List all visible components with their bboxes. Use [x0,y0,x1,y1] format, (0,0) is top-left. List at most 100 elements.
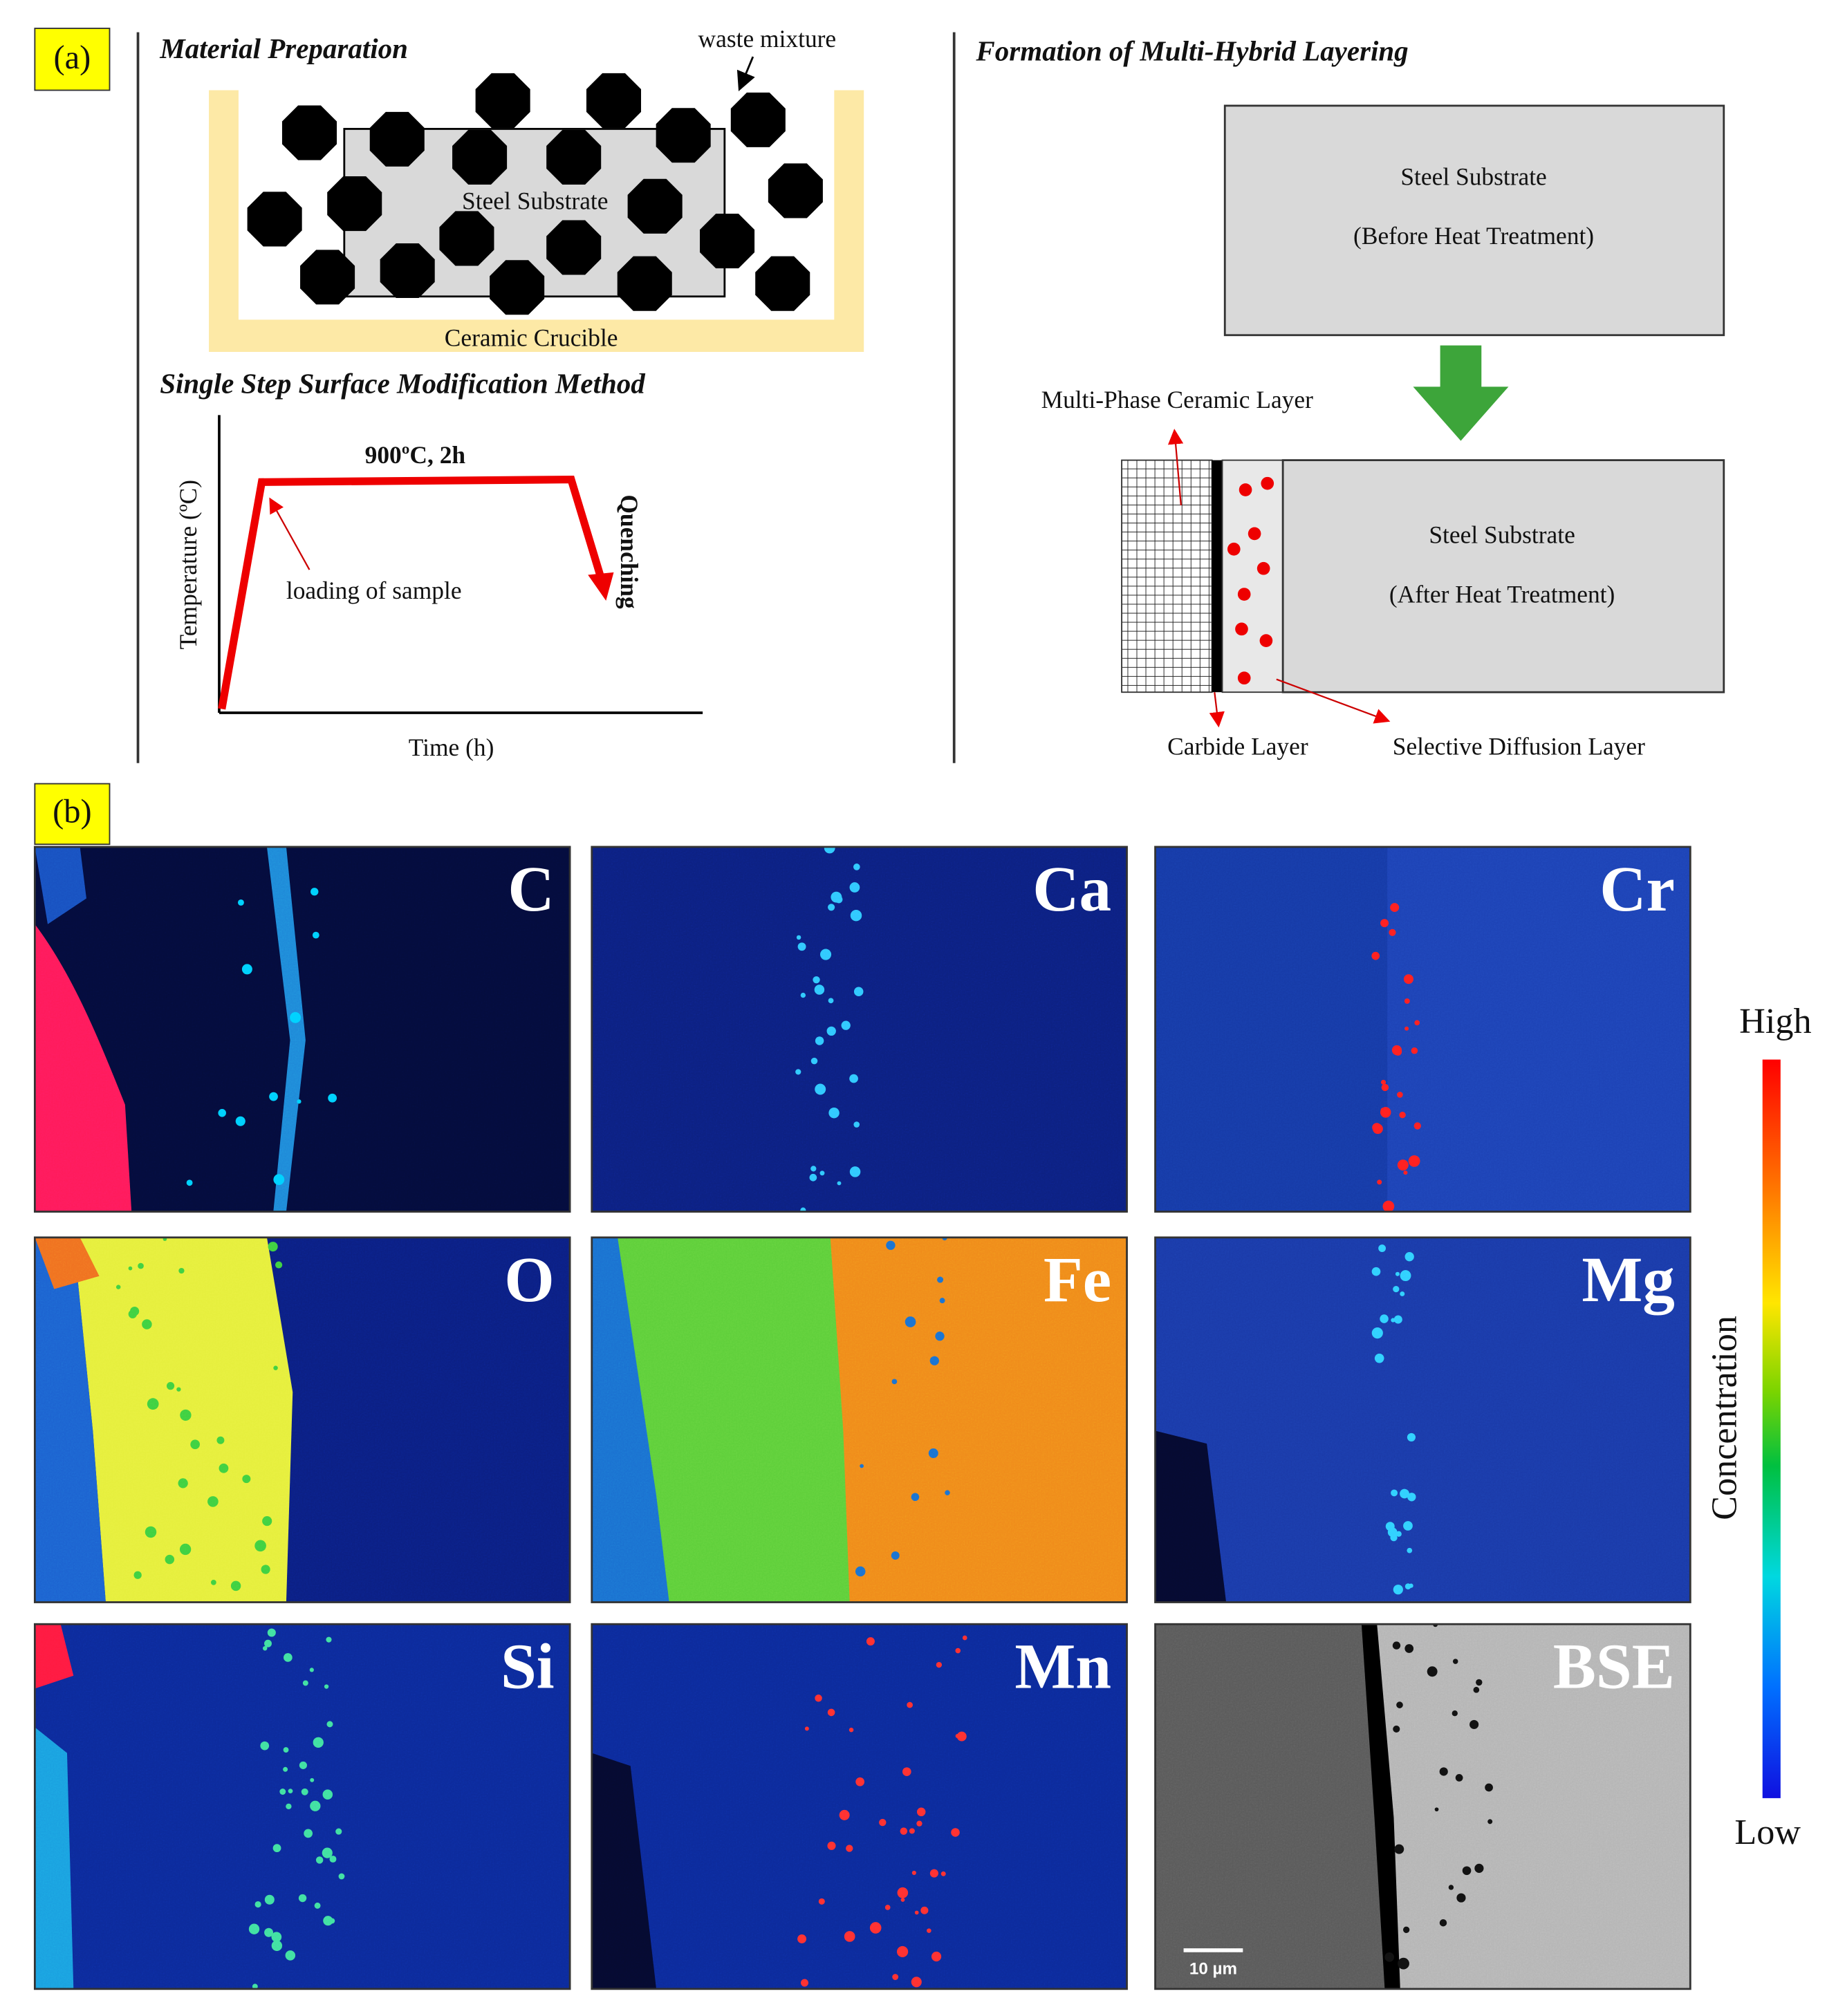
map-label: O [504,1244,555,1316]
arrow [269,497,310,570]
colorbar [1762,1059,1781,1798]
arrow [736,56,755,91]
element-map: Mg [1154,1236,1691,1603]
element-map: Cr [1154,846,1691,1213]
ceramic-label: Multi-Phase Ceramic Layer [1041,386,1313,413]
process-arrow [1413,345,1509,441]
arrow [1209,692,1225,728]
section-title: Formation of Multi-Hybrid Layering [975,35,1408,67]
map-image [35,1237,571,1603]
element-map: O [33,1236,571,1603]
section-title: Material Preparation [159,32,408,64]
particle [380,243,435,299]
map-noise [1155,1624,1691,1989]
loading-label: loading of sample [286,577,462,604]
substrate-label: Steel Substrate [462,187,608,215]
colorbar-high: High [1739,1001,1811,1041]
map-noise [35,846,571,1212]
panel-label: (b) [53,793,92,830]
map-label: Ca [1032,854,1111,925]
particle [656,108,711,163]
particle [490,260,545,315]
section-title: Single Step Surface Modification Method [160,368,645,400]
arrow [1167,429,1184,505]
heat-profile [218,475,605,710]
element-map: Fe [591,1236,1128,1603]
particle [369,111,425,167]
particle [247,192,302,247]
diffusion-label: Selective Diffusion Layer [1393,732,1645,760]
map-label: Cr [1599,854,1675,925]
map-label: BSE [1553,1631,1675,1702]
colorbar-low: Low [1734,1812,1801,1852]
particle [617,256,672,311]
map-frame [33,1236,571,1603]
map-image [591,846,1127,1212]
map-label: Mn [1014,1631,1111,1702]
particle [439,211,494,266]
map-image [1155,1624,1691,1989]
map-image [1155,846,1691,1212]
map-image [591,1237,1127,1603]
colorbar-label: Concentration [1704,1316,1744,1520]
map-noise [591,846,1127,1212]
box-label: (After Heat Treatment) [1389,580,1615,608]
map-noise [1155,846,1691,1212]
particle [586,73,642,128]
particle [755,256,810,311]
arrow-head [588,572,614,601]
waste-label: waste mixture [698,25,837,53]
y-axis-label: Temperature (ºC) [174,480,202,649]
map-label: C [508,854,554,925]
crucible [209,90,864,352]
map-noise [35,1237,571,1603]
diffusion-layer [1221,459,1284,693]
arrow [1276,678,1391,724]
carbide-layer [1212,460,1223,693]
x-axis-label: Time (h) [409,734,494,761]
element-map: Si [33,1623,571,1990]
label-box [34,28,111,91]
map-frame [591,1236,1128,1603]
map-frame [33,846,571,1213]
crucible-label: Ceramic Crucible [445,324,618,351]
particle [730,92,786,147]
map-noise [591,1624,1127,1989]
map-label: Mg [1582,1244,1675,1316]
map-frame [591,1623,1128,1990]
map-image [1155,1237,1691,1603]
particle [475,73,530,128]
particle [768,163,823,218]
box-label: (Before Heat Treatment) [1353,222,1594,250]
substrate-before [1223,104,1725,337]
element-map: Mn [591,1623,1128,1990]
map-noise [591,1237,1127,1603]
element-map: BSE 10 µm [1154,1623,1691,1990]
particle [700,214,755,269]
map-frame [591,846,1128,1213]
element-map: C [33,846,571,1213]
particle [452,129,508,185]
particle [300,250,355,305]
map-image [35,1624,571,1989]
quenching-label: Quenching [615,494,643,609]
scale-bar-label: 10 µm [1189,1959,1237,1978]
map-noise [35,1624,571,1989]
map-frame [33,1623,571,1990]
condition-label: 900ºC, 2h [365,441,466,469]
particle [327,176,382,232]
substrate-after [1281,459,1725,693]
particle [546,220,602,275]
diffusion-dots [1227,476,1274,685]
particle [281,105,337,160]
map-label: Fe [1044,1244,1111,1316]
panel-label: (a) [54,39,91,76]
map-image [591,1624,1127,1989]
map-label: Si [501,1631,555,1702]
particle [627,178,683,234]
box-label: Steel Substrate [1400,162,1546,190]
map-image [35,846,571,1212]
map-noise [1155,1237,1691,1603]
element-map: Ca [591,846,1128,1213]
